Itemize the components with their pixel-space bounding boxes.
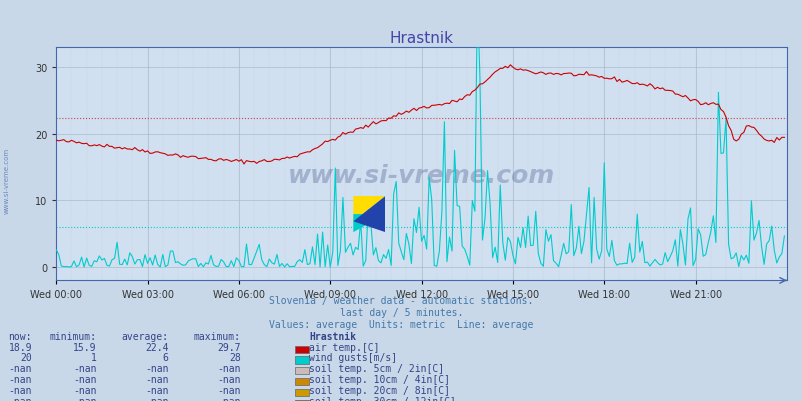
Text: now:: now: xyxy=(9,331,32,341)
Text: soil temp. 30cm / 12in[C]: soil temp. 30cm / 12in[C] xyxy=(309,396,456,401)
Title: Hrastnik: Hrastnik xyxy=(389,30,453,46)
Text: Slovenia / weather data - automatic stations.: Slovenia / weather data - automatic stat… xyxy=(269,295,533,305)
Polygon shape xyxy=(353,196,385,233)
Text: -nan: -nan xyxy=(217,363,241,373)
Text: -nan: -nan xyxy=(145,374,168,384)
Text: -nan: -nan xyxy=(145,396,168,401)
Polygon shape xyxy=(353,196,385,222)
Text: 22.4: 22.4 xyxy=(145,342,168,352)
Text: -nan: -nan xyxy=(9,374,32,384)
Text: -nan: -nan xyxy=(217,374,241,384)
Text: minimum:: minimum: xyxy=(49,331,96,341)
Text: www.si-vreme.com: www.si-vreme.com xyxy=(288,164,554,188)
Text: -nan: -nan xyxy=(73,396,96,401)
Text: -nan: -nan xyxy=(145,363,168,373)
Text: 20: 20 xyxy=(20,352,32,363)
Text: maximum:: maximum: xyxy=(193,331,241,341)
Text: -nan: -nan xyxy=(9,385,32,395)
Text: 15.9: 15.9 xyxy=(73,342,96,352)
Text: -nan: -nan xyxy=(73,374,96,384)
Text: average:: average: xyxy=(121,331,168,341)
Polygon shape xyxy=(353,215,385,233)
Text: -nan: -nan xyxy=(73,363,96,373)
Text: 6: 6 xyxy=(163,352,168,363)
Text: www.si-vreme.com: www.si-vreme.com xyxy=(4,148,10,213)
Text: air temp.[C]: air temp.[C] xyxy=(309,342,379,352)
Text: -nan: -nan xyxy=(73,385,96,395)
Text: -nan: -nan xyxy=(9,363,32,373)
Text: soil temp. 20cm / 8in[C]: soil temp. 20cm / 8in[C] xyxy=(309,385,450,395)
Text: -nan: -nan xyxy=(9,396,32,401)
Text: 18.9: 18.9 xyxy=(9,342,32,352)
Text: 29.7: 29.7 xyxy=(217,342,241,352)
Text: wind gusts[m/s]: wind gusts[m/s] xyxy=(309,352,397,363)
Text: 1: 1 xyxy=(91,352,96,363)
Text: -nan: -nan xyxy=(217,396,241,401)
Text: soil temp. 5cm / 2in[C]: soil temp. 5cm / 2in[C] xyxy=(309,363,444,373)
Text: Values: average  Units: metric  Line: average: Values: average Units: metric Line: aver… xyxy=(269,319,533,329)
Text: -nan: -nan xyxy=(145,385,168,395)
Text: 28: 28 xyxy=(229,352,241,363)
Text: Hrastnik: Hrastnik xyxy=(309,331,356,341)
Text: soil temp. 10cm / 4in[C]: soil temp. 10cm / 4in[C] xyxy=(309,374,450,384)
Text: -nan: -nan xyxy=(217,385,241,395)
Text: last day / 5 minutes.: last day / 5 minutes. xyxy=(339,307,463,317)
